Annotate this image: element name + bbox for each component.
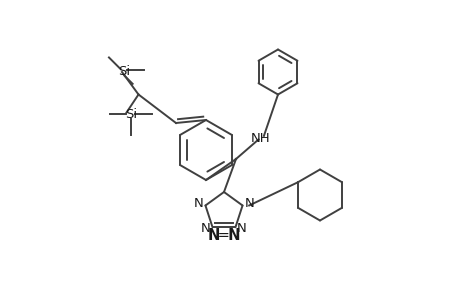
Text: N═N: N═N [207, 228, 240, 243]
Text: Si: Si [118, 64, 130, 78]
Text: Si: Si [125, 107, 137, 121]
Text: NH: NH [251, 131, 270, 145]
Text: N: N [201, 222, 210, 235]
Text: N: N [194, 197, 203, 211]
Text: N: N [244, 197, 253, 211]
Text: N: N [237, 222, 246, 235]
